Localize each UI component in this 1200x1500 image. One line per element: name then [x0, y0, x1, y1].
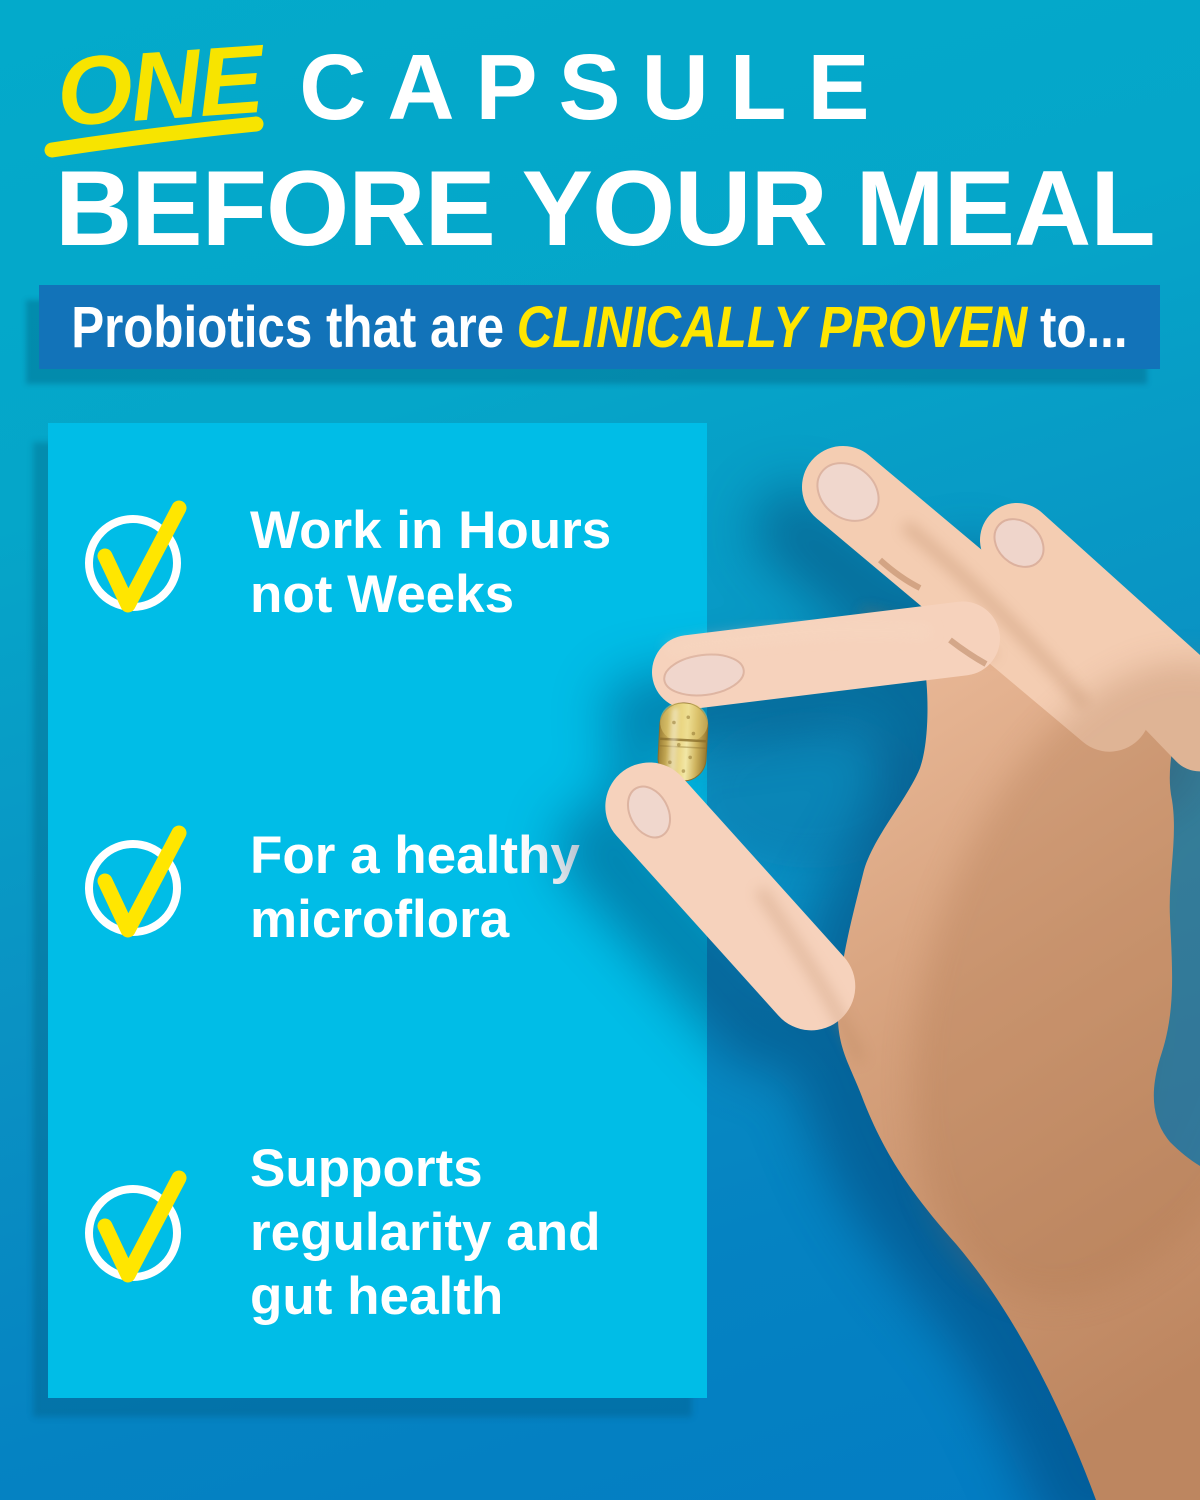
hand-shading	[912, 660, 1200, 1300]
check-circle-icon	[85, 1170, 187, 1283]
list-item: For a healthy microflora	[80, 823, 580, 953]
knuckle-crease	[877, 557, 922, 591]
ring-fingernail	[993, 518, 1045, 568]
check-circle-icon	[85, 500, 187, 613]
benefit-line: For a healthy	[250, 826, 580, 885]
thumbnail	[626, 785, 672, 839]
finger-shadow-crease	[901, 520, 1090, 709]
page-title-line1: ONE CAPSULE	[53, 24, 891, 147]
benefit-line: microflora	[250, 890, 510, 949]
claim-banner-text: Probiotics that are CLINICALLY PROVEN to..…	[71, 294, 1127, 361]
banner-prefix: Probiotics that are	[71, 294, 505, 360]
benefit-text: Work in Hours not Weeks	[250, 499, 611, 627]
hand-shape	[605, 446, 1200, 1500]
benefit-line: Work in Hours	[250, 501, 612, 560]
list-item: Supports regularity and gut health	[80, 1135, 600, 1331]
capsule	[657, 702, 709, 782]
middle-fingernail	[816, 462, 880, 522]
benefit-text: For a healthy microflora	[250, 824, 580, 952]
claim-banner: Probiotics that are CLINICALLY PROVEN to..…	[39, 285, 1160, 369]
hand-cast-shadow	[697, 712, 927, 868]
check-circle-icon	[85, 825, 187, 938]
page-title-line2: BEFORE YOUR MEAL	[55, 148, 1156, 268]
title-underline-swoosh	[44, 116, 264, 158]
benefit-line: gut health	[250, 1267, 504, 1326]
benefit-text: Supports regularity and gut health	[250, 1137, 600, 1329]
benefit-line: regularity and	[250, 1203, 601, 1262]
benefit-line: Supports	[250, 1139, 483, 1198]
finger-highlight	[667, 624, 931, 655]
capsule-texture	[668, 715, 696, 773]
title-rest: CAPSULE	[299, 35, 891, 139]
thumb-crease	[755, 887, 865, 1062]
banner-suffix: to...	[1040, 294, 1128, 360]
banner-highlight: CLINICALLY PROVEN	[516, 294, 1028, 360]
index-fingernail	[663, 653, 745, 697]
list-item: Work in Hours not Weeks	[80, 498, 611, 628]
knuckle-crease	[948, 637, 988, 667]
benefit-line: not Weeks	[250, 565, 515, 624]
benefits-panel: Work in Hours not Weeks For a healthy mi…	[48, 423, 707, 1398]
